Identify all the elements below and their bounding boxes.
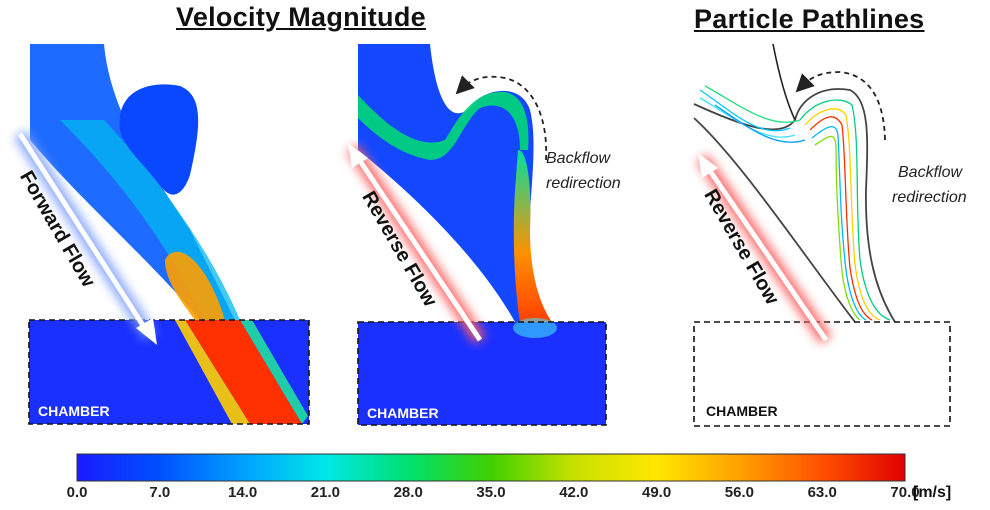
- reverse-flow-arrow: [353, 153, 483, 342]
- colorbar-unit: [m/s]: [913, 484, 952, 501]
- colorbar-tick-label: 28.0: [393, 484, 423, 501]
- reverse-channel: [358, 44, 552, 322]
- forward-chamber-label: CHAMBER: [38, 403, 110, 419]
- reverse-wall-jet: [513, 150, 552, 322]
- colorbar-tick-label: 7.0: [149, 484, 171, 501]
- colorbar-tick-label: 14.0: [227, 484, 258, 501]
- reverse-chamber-label: CHAMBER: [367, 405, 439, 421]
- forward-flow-panel: [14, 44, 310, 425]
- pathlines-outer-wall: [693, 88, 896, 323]
- reverse-backflow-text-1: Backflow: [546, 150, 611, 167]
- pathlines-backflow-text-1: Backflow: [898, 164, 963, 181]
- colorbar: [76, 453, 906, 482]
- reverse-chamber-border: [357, 321, 607, 426]
- pathlines-panel: [693, 43, 951, 427]
- colorbar-tick-label: 21.0: [310, 484, 340, 501]
- particle-pathlines-title: Particle Pathlines: [694, 4, 925, 34]
- colorbar-tick-label: 42.0: [559, 484, 589, 501]
- forward-bulb: [119, 84, 199, 195]
- pathlines-reverse-arrow: [703, 163, 829, 342]
- forward-chamber-border: [28, 319, 310, 425]
- colorbar-tick-label: 56.0: [724, 484, 754, 501]
- pathlines-backflow-text-2: redirection: [892, 189, 967, 206]
- forward-jet: [185, 320, 302, 424]
- colorbar-tick-label: 49.0: [641, 484, 672, 501]
- colorbar-tick-label: 63.0: [807, 484, 837, 501]
- colorbar-ticks: 0.0 7.0 14.0 21.0 28.0 35.0 42.0 49.0 56.0 63.0 70…: [0, 484, 990, 508]
- colorbar-tick-label: 70.0: [890, 484, 920, 501]
- colorbar-tick-label: 35.0: [476, 484, 506, 501]
- pathline-bundle: [699, 85, 891, 321]
- pathlines-chamber-label: CHAMBER: [706, 403, 778, 419]
- reverse-backflow-text-2: redirection: [546, 175, 621, 192]
- reverse-chamber: [358, 322, 606, 425]
- colorbar-tick-label: 0.0: [66, 484, 88, 501]
- pathlines-backflow-arrow: [795, 71, 886, 141]
- velocity-magnitude-title: Velocity Magnitude: [176, 2, 426, 32]
- reverse-flow-panel: [346, 44, 607, 426]
- reverse-backflow-arrow: [455, 75, 548, 161]
- pathlines-inner-wall: [693, 117, 856, 323]
- forward-flow-arrow: [17, 132, 149, 332]
